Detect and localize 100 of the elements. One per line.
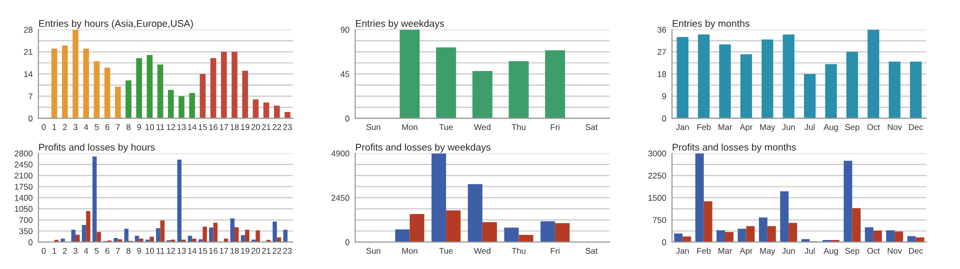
x-tick-label: 14: [188, 248, 196, 254]
y-tick-label: 2250: [648, 172, 666, 179]
x-tick-label: Feb: [697, 248, 711, 254]
y-tick-label: 2450: [14, 162, 33, 168]
x-tick-label: 9: [137, 248, 142, 254]
x-tick-label: Fri: [550, 248, 560, 254]
x-tick-label: 0: [42, 248, 46, 254]
x-tick-label: Wed: [474, 124, 490, 130]
y-tick-label: 7: [28, 93, 32, 100]
y-tick-label: 14: [24, 71, 33, 77]
x-tick-label: Wed: [474, 248, 490, 254]
y-tick-label: 2800: [14, 150, 33, 156]
x-tick-label: 5: [94, 124, 99, 130]
x-tick-label: 13: [178, 248, 186, 254]
y-tick-label: 0: [345, 116, 350, 122]
x-tick-label: Apr: [740, 124, 753, 132]
x-tick-label: 22: [272, 248, 282, 254]
x-tick-label: 10: [146, 124, 154, 130]
x-tick-label: Oct: [867, 248, 880, 254]
x-tick-label: 6: [105, 124, 110, 130]
x-tick-label: 21: [262, 248, 271, 254]
x-tick-label: Sun: [366, 248, 380, 254]
x-tick-label: 17: [220, 124, 228, 130]
x-tick-label: 6: [105, 248, 110, 254]
x-tick-label: 3: [74, 124, 78, 130]
x-tick-label: 9: [137, 124, 142, 130]
x-tick-label: 15: [198, 124, 207, 130]
x-tick-label: 2: [63, 248, 67, 254]
x-tick-label: 16: [209, 124, 218, 130]
chart-title: Entries by months: [672, 20, 750, 29]
x-tick-label: 1: [52, 124, 56, 130]
x-tick-label: 22: [272, 124, 282, 130]
x-tick-label: 4: [84, 124, 88, 130]
x-tick-label: 4: [84, 248, 88, 254]
x-tick-label: 16: [209, 248, 218, 254]
y-tick-label: 27: [658, 48, 666, 55]
y-tick-label: 750: [652, 217, 666, 224]
x-tick-label: 23: [283, 248, 292, 254]
x-tick-label: Dec: [909, 248, 923, 254]
x-tick-label: 19: [241, 124, 250, 130]
x-tick-label: Jun: [782, 124, 795, 130]
x-tick-label: 21: [262, 124, 271, 130]
x-tick-label: 11: [156, 248, 164, 254]
y-tick-label: 0: [345, 239, 350, 246]
x-tick-label: Mar: [718, 124, 732, 130]
x-tick-label: 1: [52, 248, 56, 254]
y-tick-label: 0: [662, 239, 666, 246]
y-tick-label: 1400: [14, 194, 33, 201]
x-tick-label: Aug: [824, 124, 838, 132]
y-tick-label: 4900: [331, 150, 350, 156]
x-tick-label: 18: [230, 124, 239, 130]
x-tick-label: 7: [116, 124, 120, 130]
y-tick-label: 0: [662, 116, 666, 122]
x-tick-label: 19: [241, 248, 250, 254]
y-tick-label: 45: [340, 71, 350, 78]
y-tick-label: 90: [340, 26, 350, 33]
x-tick-label: Sat: [586, 248, 598, 254]
y-tick-label: 3000: [648, 150, 666, 156]
y-tick-label: 0: [28, 239, 33, 246]
x-tick-label: 20: [251, 248, 260, 254]
x-tick-label: Feb: [697, 124, 711, 130]
y-tick-label: 350: [19, 228, 33, 234]
y-tick-label: 1050: [14, 206, 33, 212]
y-tick-label: 18: [658, 71, 666, 78]
x-tick-label: Jul: [804, 124, 815, 130]
x-tick-label: May: [760, 248, 776, 256]
x-tick-label: 8: [126, 124, 130, 130]
x-tick-label: Oct: [867, 124, 880, 130]
x-tick-label: Jun: [782, 248, 795, 254]
x-tick-label: 12: [166, 248, 176, 254]
y-tick-label: 36: [657, 26, 666, 33]
x-tick-label: Mar: [718, 248, 732, 254]
x-tick-label: 13: [178, 124, 186, 130]
x-tick-label: May: [760, 124, 776, 132]
x-tick-label: Jul: [804, 248, 815, 254]
x-tick-label: Tue: [439, 124, 453, 130]
x-tick-label: Aug: [824, 248, 838, 256]
y-tick-label: 0: [28, 116, 33, 122]
x-tick-label: 15: [198, 248, 207, 254]
chart-title: Profits and losses by hours: [39, 144, 155, 153]
x-tick-label: 2: [63, 124, 67, 130]
chart-title: Entries by weekdays: [356, 20, 444, 29]
x-tick-label: Mon: [402, 124, 418, 130]
x-tick-label: 8: [126, 248, 130, 254]
y-tick-label: 21: [24, 48, 32, 55]
x-tick-label: 23: [283, 124, 292, 130]
chart-title: Profits and losses by months: [672, 144, 796, 153]
y-tick-label: 9: [662, 93, 666, 100]
x-tick-label: Nov: [888, 248, 902, 254]
x-tick-label: Sat: [586, 124, 598, 130]
x-tick-label: 17: [220, 248, 228, 254]
y-tick-label: 1500: [648, 194, 666, 201]
x-tick-label: 18: [230, 248, 239, 254]
x-tick-label: Fri: [550, 124, 560, 130]
x-tick-label: Apr: [740, 248, 753, 256]
x-tick-label: Sep: [845, 248, 860, 256]
x-tick-label: 10: [146, 248, 154, 254]
x-tick-label: 20: [251, 124, 260, 130]
x-tick-label: Jan: [676, 124, 689, 130]
x-tick-label: Mon: [402, 248, 418, 254]
